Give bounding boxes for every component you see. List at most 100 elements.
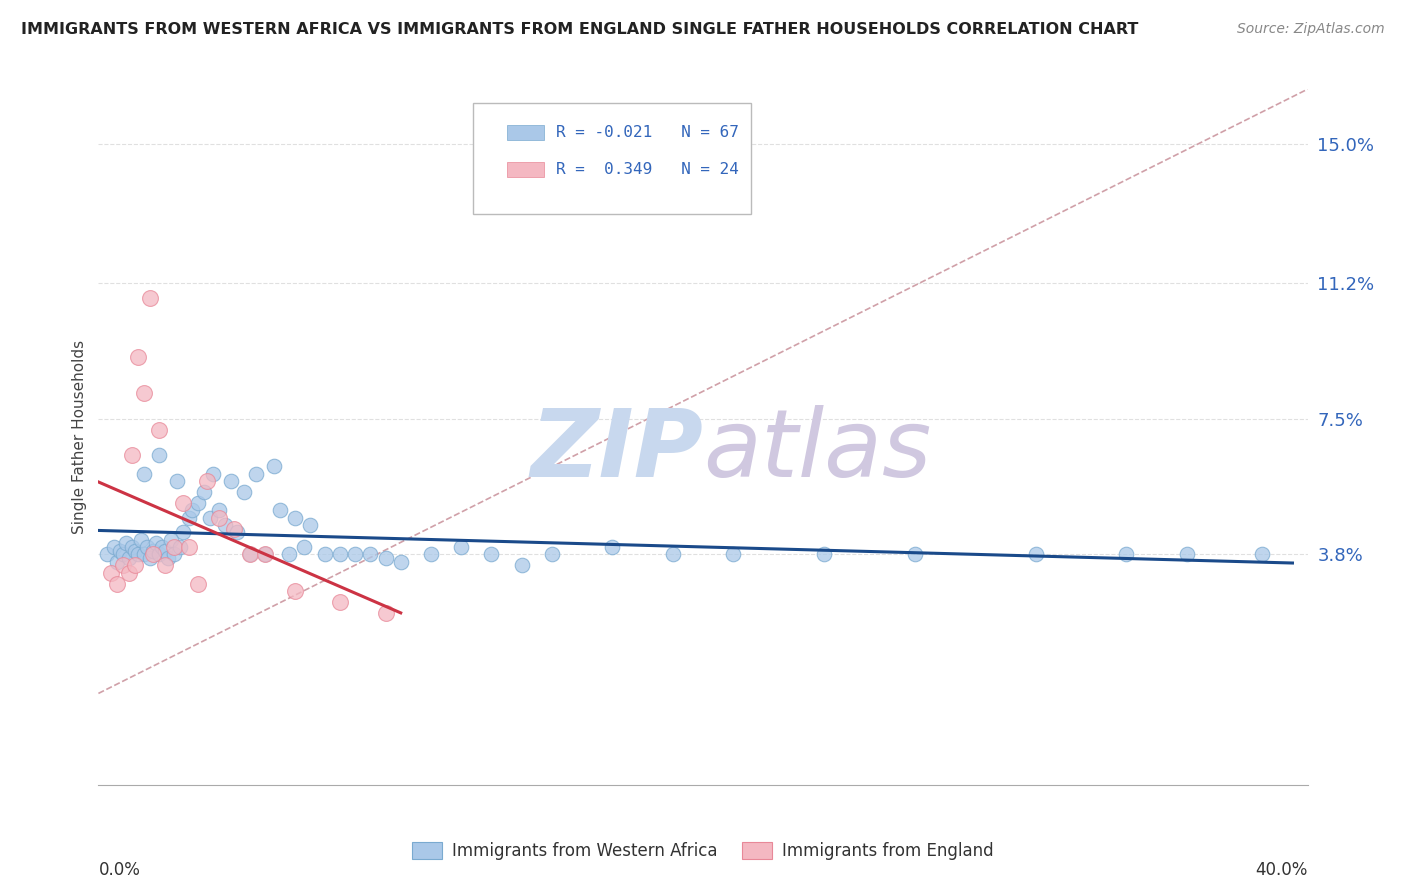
Point <box>179 540 201 554</box>
Point <box>148 547 170 561</box>
Text: Source: ZipAtlas.com: Source: ZipAtlas.com <box>1237 22 1385 37</box>
Point <box>118 550 141 565</box>
Point <box>277 547 299 561</box>
Point <box>813 547 835 561</box>
Point <box>181 503 204 517</box>
Point <box>105 576 128 591</box>
Point <box>510 558 533 573</box>
Point <box>239 547 262 561</box>
Point <box>139 291 162 305</box>
Point <box>169 540 191 554</box>
FancyBboxPatch shape <box>474 103 751 214</box>
Point <box>160 533 183 547</box>
Point <box>420 547 443 561</box>
Point <box>344 547 367 561</box>
Point <box>374 606 396 620</box>
Point <box>239 547 262 561</box>
Point <box>284 583 307 598</box>
Point <box>118 566 141 580</box>
Point <box>1251 547 1274 561</box>
Point <box>245 467 267 481</box>
Point <box>1175 547 1198 561</box>
Point <box>299 518 322 533</box>
Text: 40.0%: 40.0% <box>1256 862 1308 880</box>
Point <box>329 547 352 561</box>
Point <box>253 547 276 561</box>
Text: R = -0.021   N = 67: R = -0.021 N = 67 <box>557 125 740 140</box>
Point <box>124 558 146 573</box>
Point <box>187 576 209 591</box>
Point <box>153 543 176 558</box>
Point <box>214 518 236 533</box>
Point <box>163 547 186 561</box>
Text: IMMIGRANTS FROM WESTERN AFRICA VS IMMIGRANTS FROM ENGLAND SINGLE FATHER HOUSEHOL: IMMIGRANTS FROM WESTERN AFRICA VS IMMIGR… <box>21 22 1139 37</box>
Point <box>135 540 157 554</box>
Point <box>284 510 307 524</box>
Point <box>139 550 162 565</box>
Point <box>114 536 136 550</box>
Legend: Immigrants from Western Africa, Immigrants from England: Immigrants from Western Africa, Immigran… <box>405 836 1001 867</box>
Point <box>105 555 128 569</box>
Point <box>156 550 179 565</box>
Point <box>100 566 122 580</box>
Point <box>904 547 927 561</box>
Point <box>153 558 176 573</box>
Point <box>150 540 173 554</box>
Point <box>200 510 222 524</box>
Point <box>111 547 134 561</box>
Point <box>108 543 131 558</box>
Point <box>314 547 336 561</box>
Point <box>224 522 246 536</box>
Point <box>132 547 155 561</box>
Point <box>172 525 194 540</box>
Point <box>540 547 562 561</box>
Point <box>127 350 149 364</box>
Point <box>179 510 201 524</box>
Point <box>450 540 472 554</box>
Point <box>187 496 209 510</box>
Point <box>232 485 254 500</box>
Point <box>292 540 315 554</box>
Point <box>389 555 412 569</box>
Point <box>166 474 188 488</box>
Point <box>132 386 155 401</box>
Text: atlas: atlas <box>703 406 931 497</box>
Point <box>661 547 683 561</box>
Point <box>253 547 276 561</box>
Point <box>145 536 167 550</box>
Point <box>121 449 143 463</box>
Point <box>481 547 503 561</box>
Text: ZIP: ZIP <box>530 405 703 497</box>
Point <box>329 595 352 609</box>
Point <box>221 474 243 488</box>
Point <box>208 503 231 517</box>
Text: R =  0.349   N = 24: R = 0.349 N = 24 <box>557 161 740 177</box>
Point <box>163 540 186 554</box>
Point <box>263 459 285 474</box>
FancyBboxPatch shape <box>508 125 544 140</box>
Point <box>193 485 215 500</box>
Point <box>103 540 125 554</box>
Point <box>148 449 170 463</box>
Point <box>269 503 291 517</box>
Point <box>129 533 152 547</box>
Point <box>96 547 118 561</box>
Point <box>202 467 225 481</box>
Point <box>360 547 382 561</box>
Point <box>121 540 143 554</box>
Point <box>208 510 231 524</box>
Point <box>142 547 165 561</box>
Point <box>127 547 149 561</box>
Point <box>172 496 194 510</box>
Point <box>124 543 146 558</box>
Point <box>602 540 624 554</box>
Text: 0.0%: 0.0% <box>98 862 141 880</box>
Point <box>723 547 745 561</box>
Point <box>1115 547 1137 561</box>
FancyBboxPatch shape <box>508 161 544 177</box>
Point <box>111 558 134 573</box>
Point <box>195 474 218 488</box>
Point <box>374 550 396 565</box>
Point <box>142 543 165 558</box>
Y-axis label: Single Father Households: Single Father Households <box>72 340 87 534</box>
